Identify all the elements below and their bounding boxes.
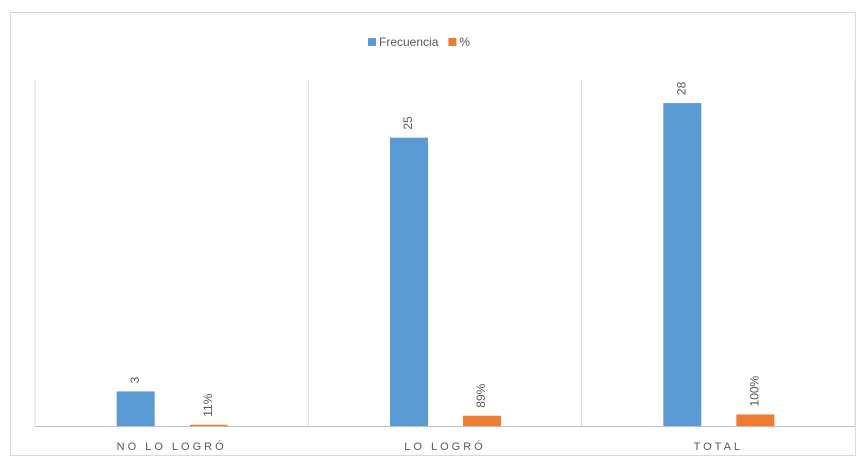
data-label: 25: [401, 116, 415, 130]
legend-label: Frecuencia: [379, 35, 439, 49]
chart-border: [10, 12, 856, 456]
legend-label: %: [459, 35, 470, 49]
legend-swatch: [448, 38, 457, 46]
bar: [116, 391, 155, 426]
x-tick-label: NO LO LOGRÓ: [117, 440, 227, 453]
bar: [189, 424, 228, 426]
bar: [390, 137, 428, 426]
x-tick-label: TOTAL: [694, 441, 743, 453]
bar: [463, 415, 501, 426]
data-label: 3: [128, 376, 142, 383]
bar: [736, 414, 775, 426]
data-label: 11%: [201, 393, 215, 416]
data-label: 28: [675, 81, 689, 95]
legend-swatch: [368, 38, 376, 46]
x-tick-label: LO LOGRÓ: [404, 440, 485, 453]
bar: [663, 103, 702, 427]
data-label: 100%: [748, 375, 762, 406]
data-label: 89%: [474, 383, 488, 407]
